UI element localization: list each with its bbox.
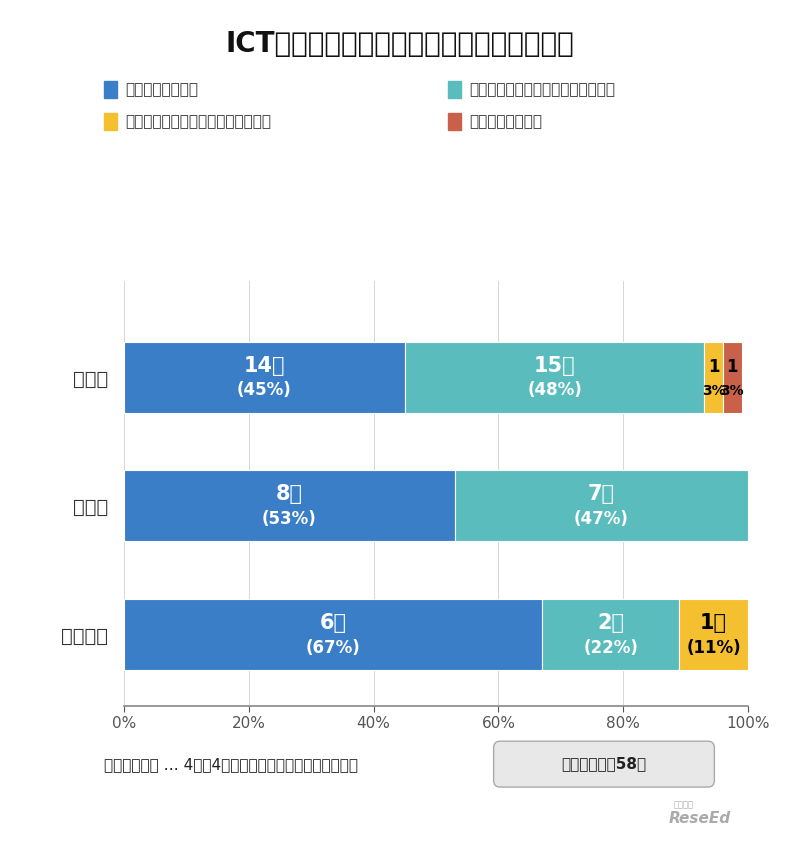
Text: 1人: 1人 <box>700 613 727 633</box>
Bar <box>454 470 748 541</box>
Text: 8人: 8人 <box>276 484 303 504</box>
Text: (47%): (47%) <box>574 510 629 528</box>
Bar <box>704 342 723 412</box>
Text: どちらかというと悪い影響があった: どちらかというと悪い影響があった <box>125 114 270 129</box>
Bar <box>124 470 454 541</box>
Text: 3%: 3% <box>721 384 744 399</box>
Bar <box>405 342 704 412</box>
Bar <box>124 342 405 412</box>
Text: 2人: 2人 <box>598 613 624 633</box>
Text: 14人: 14人 <box>244 355 285 376</box>
Bar <box>542 599 679 670</box>
Text: ICTの活用で働き方にどんな影響があった？: ICTの活用で働き方にどんな影響があった？ <box>226 30 574 58</box>
Bar <box>124 599 542 670</box>
Bar <box>679 599 748 670</box>
Text: その他の校種 … 4人中4人が「良い影響があった」と回答: その他の校種 … 4人中4人が「良い影響があった」と回答 <box>104 757 358 773</box>
Text: (11%): (11%) <box>686 638 741 656</box>
Text: 6人: 6人 <box>319 613 346 633</box>
Text: 1: 1 <box>726 358 738 376</box>
Bar <box>723 342 742 412</box>
Text: 7人: 7人 <box>588 484 615 504</box>
Text: どちらかというと良い影響があった: どちらかというと良い影響があった <box>469 82 615 97</box>
Text: 1: 1 <box>708 358 719 376</box>
Text: (53%): (53%) <box>262 510 317 528</box>
Text: ReseEd: ReseEd <box>669 811 731 826</box>
Text: (45%): (45%) <box>237 381 292 399</box>
Text: 15人: 15人 <box>534 355 575 376</box>
Text: (67%): (67%) <box>306 638 361 656</box>
Text: 悪い影響があった: 悪い影響があった <box>469 114 542 129</box>
Text: (48%): (48%) <box>527 381 582 399</box>
Text: 3%: 3% <box>702 384 726 399</box>
Text: 良い影響があった: 良い影響があった <box>125 82 198 97</box>
Text: 総回答者数　58人: 総回答者数 58人 <box>562 756 646 772</box>
Text: リシード: リシード <box>674 800 694 809</box>
Text: (22%): (22%) <box>583 638 638 656</box>
